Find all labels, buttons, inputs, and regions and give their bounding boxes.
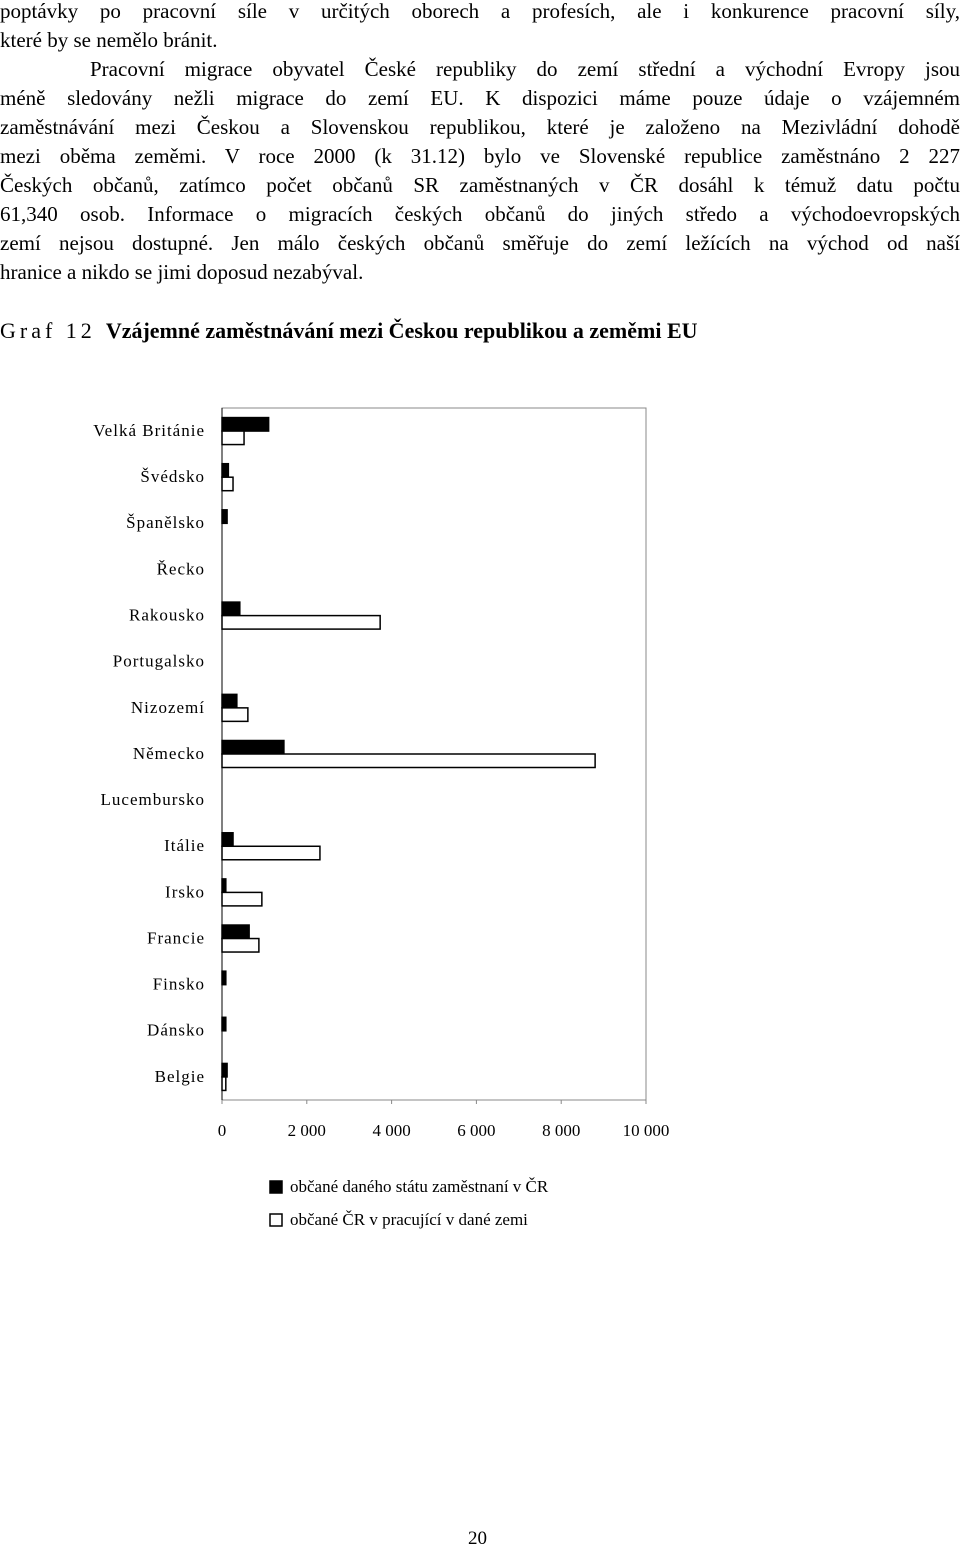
bar [221,416,270,432]
bar [221,739,285,755]
bar [221,476,234,492]
bar [221,970,227,986]
page-number: 20 [468,1528,487,1549]
bar [221,924,250,940]
legend-swatch [269,1180,283,1194]
y-tick-label: Irsko [165,882,205,901]
y-tick-label: Nizozemí [131,698,205,717]
legend-label: občané ČR v pracující v dané zemi [290,1210,528,1229]
y-tick-label: Španělsko [126,513,205,532]
y-tick-label: Francie [147,928,205,947]
bar [221,462,230,478]
y-tick-label: Finsko [153,975,205,994]
x-tick-label: 0 [218,1121,227,1140]
x-tick-label: 8 000 [542,1121,580,1140]
y-tick-label: Švédsko [140,467,205,486]
bar [221,937,260,953]
y-tick-label: Itálie [164,836,205,855]
bar [221,753,596,769]
bar [221,1016,227,1032]
text-line: zaměstnávání mezi Českou a Slovenskou re… [0,115,960,139]
y-tick-label: Belgie [155,1067,205,1086]
text-line: 61,340 osob. Informace o migracích český… [0,202,960,226]
bar [221,891,263,907]
text-line: Pracovní migrace obyvatel České republik… [90,57,960,81]
text-line: Českých občanů, zatímco počet občanů SR … [0,173,960,197]
x-tick-label: 2 000 [288,1121,326,1140]
bar [221,832,234,848]
x-tick-label: 6 000 [457,1121,495,1140]
y-tick-label: Velká Británie [93,421,205,440]
text-line: které by se nemělo bránit. [0,28,218,52]
text-line: mezi oběma zeměmi. V roce 2000 (k 31.12)… [0,144,960,168]
bar [221,614,381,630]
x-tick-label: 10 000 [623,1121,670,1140]
chart-caption: Graf 12 Vzájemné zaměstnávání mezi Českou… [0,318,698,344]
bar [221,430,245,446]
y-tick-label: Portugalsko [113,652,205,671]
bar [221,1076,227,1092]
bar [221,845,321,861]
y-tick-label: Německo [133,744,205,763]
text-line: zemí nejsou dostupné. Jen málo českých o… [0,231,960,255]
caption-title: Vzájemné zaměstnávání mezi Českou republ… [105,318,698,343]
bar [221,693,238,709]
caption-label: Graf 12 [0,318,96,343]
x-tick-label: 4 000 [372,1121,410,1140]
text-line: méně sledovány nežli migrace do zemí EU.… [0,86,960,110]
bar [221,707,249,723]
y-tick-label: Řecko [157,559,205,578]
y-tick-label: Rakousko [129,606,205,625]
legend-label: občané daného státu zaměstnaní v ČR [290,1177,549,1196]
bar [221,1062,228,1078]
bar [221,509,228,525]
bar [221,878,227,894]
text-line: hranice a nikdo se jimi doposud nezabýva… [0,260,364,284]
text-line: poptávky po pracovní síle v určitých obo… [0,0,960,23]
y-tick-label: Dánsko [147,1021,205,1040]
y-tick-label: Lucembursko [101,790,205,809]
legend-swatch [269,1213,283,1227]
bar [221,601,241,617]
